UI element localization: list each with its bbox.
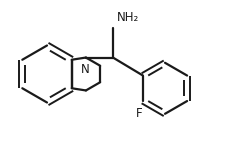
Text: NH₂: NH₂: [117, 11, 139, 24]
Text: N: N: [80, 63, 89, 76]
Text: F: F: [136, 107, 142, 120]
